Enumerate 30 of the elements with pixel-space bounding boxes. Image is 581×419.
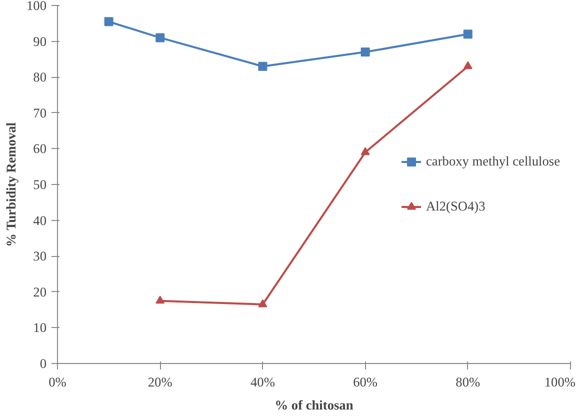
y-tick-label: 50 bbox=[33, 177, 47, 192]
point bbox=[156, 33, 165, 42]
point bbox=[463, 61, 472, 70]
x-tick-label: 60% bbox=[353, 374, 378, 390]
x-tick-label: 100% bbox=[544, 374, 576, 390]
legend-label: Al2(SO4)3 bbox=[426, 198, 486, 214]
x-tick-label: 80% bbox=[456, 374, 480, 390]
point bbox=[360, 48, 370, 57]
y-axis-title: % Turbidity Removal bbox=[4, 122, 19, 247]
y-tick-label: 90 bbox=[33, 34, 47, 49]
point bbox=[258, 299, 268, 308]
point bbox=[463, 30, 472, 39]
x-axis-title: % of chitosan bbox=[274, 398, 354, 412]
x-tick-label: 0% bbox=[48, 374, 66, 390]
y-tick-label: 40 bbox=[33, 212, 47, 228]
point bbox=[360, 147, 370, 156]
x-tick-label: 20% bbox=[148, 374, 172, 390]
y-tick-label: 10 bbox=[33, 320, 47, 336]
legend-label: carboxy methyl cellulose bbox=[426, 154, 560, 170]
y-tick-label: 0 bbox=[40, 356, 47, 371]
y-tick-label: 20 bbox=[33, 284, 47, 300]
y-tick-label: 100 bbox=[26, 0, 47, 13]
x-tick-label: 40% bbox=[250, 374, 275, 390]
y-tick-label: 60 bbox=[33, 141, 47, 156]
point bbox=[258, 62, 268, 71]
point bbox=[104, 17, 114, 26]
y-tick-label: 80 bbox=[33, 70, 47, 85]
point bbox=[156, 296, 165, 304]
y-tick-label: 70 bbox=[33, 105, 47, 120]
y-tick-label: 30 bbox=[33, 248, 47, 264]
